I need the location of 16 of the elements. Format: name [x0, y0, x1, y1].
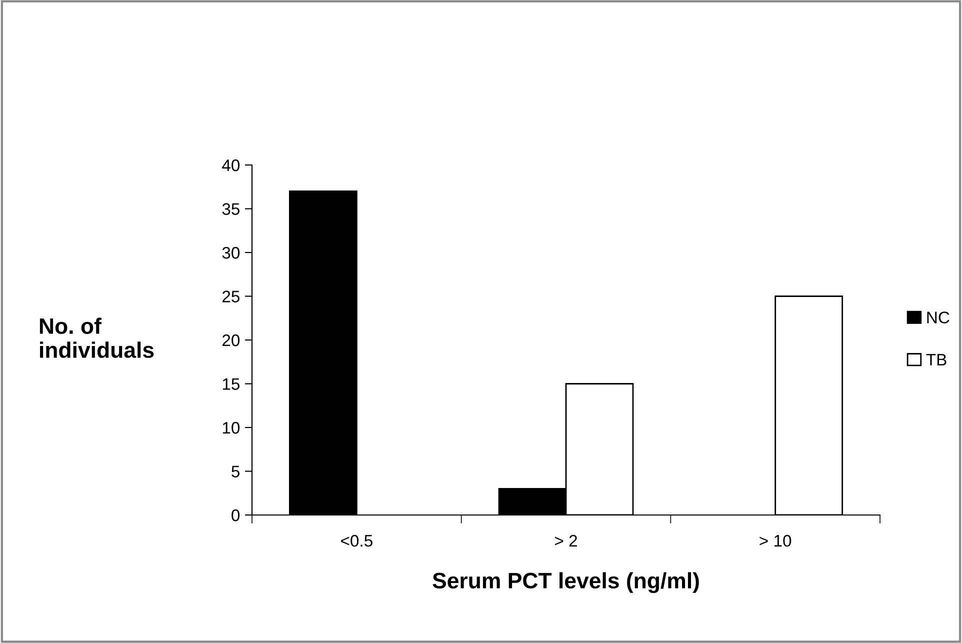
y-tick-label: 15 — [222, 378, 240, 390]
x-tick-label: > 2 — [555, 534, 577, 547]
y-tick-label: 40 — [222, 159, 240, 172]
legend-label: NC — [927, 312, 950, 324]
legend-label: TB — [926, 354, 946, 366]
y-tick-label: 10 — [222, 422, 240, 434]
x-tick-label: > 10 — [760, 534, 792, 547]
y-tick-label: 0 — [232, 509, 240, 522]
y-tick-label: 20 — [222, 334, 240, 346]
x-tick-label: <0.5 — [341, 534, 372, 547]
y-axis-title: No. of individuals — [40, 318, 154, 358]
y-tick-label: 5 — [232, 466, 240, 478]
y-tick-label: 30 — [222, 246, 240, 259]
y-tick-label: 25 — [222, 290, 240, 302]
x-axis-title: Serum PCT levels (ng/ml) — [432, 572, 699, 594]
y-tick-label: 35 — [222, 203, 240, 215]
